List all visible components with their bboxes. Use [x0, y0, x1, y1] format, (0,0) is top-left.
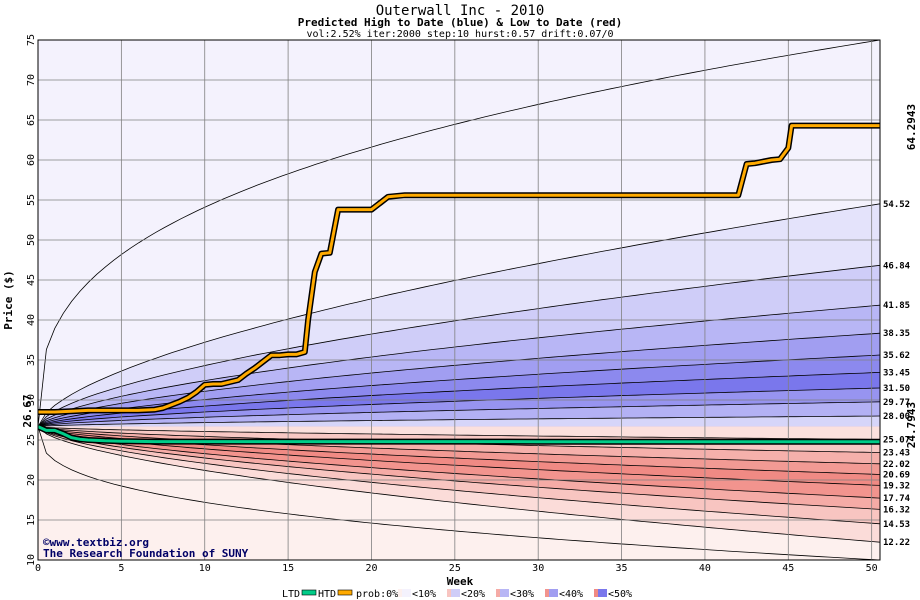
x-tick-label: 35	[616, 563, 628, 574]
legend-htd-label: HTD	[318, 589, 336, 600]
y-tick-label: 30	[26, 394, 37, 406]
percentile-labels: 54.52 46.84 41.85 38.35 35.62 33.45 31.50 29.77…	[883, 200, 911, 548]
x-tick-label: 40	[699, 563, 711, 574]
x-axis-ticks: 0 5 10 15 20 25 30 35 40 45 50	[35, 563, 878, 574]
y-tick-label: 10	[26, 554, 37, 566]
legend-swatch-blue-1	[402, 589, 411, 597]
chart-params: vol:2.52% iter:2000 step:10 hurst:0.57 d…	[306, 29, 613, 40]
x-tick-label: 30	[532, 563, 544, 574]
legend-bucket-label: <10%	[412, 589, 436, 600]
band-p10	[38, 416, 880, 427]
y-tick-label: 50	[26, 234, 37, 246]
probability-bands	[38, 40, 880, 560]
legend-prob-label: prob:0%	[356, 589, 398, 600]
band-boundary-p5	[38, 332, 880, 427]
y-axis-ticks: 10 15 20 25 30 35 40 45 50 55 60 65 70 75	[26, 34, 37, 566]
chart-legend: LTD HTD prob:0% <10% <20% <30% <40% <50%	[282, 589, 632, 600]
band-boundary-p4	[38, 304, 880, 427]
band-boundary-q3	[38, 426, 880, 525]
legend-swatch-blue-2	[451, 589, 460, 597]
legend-ltd-label: LTD	[282, 589, 300, 600]
y-tick-label: 65	[26, 114, 37, 126]
band-boundary-p9	[38, 401, 880, 427]
percentile-label: 23.43	[883, 449, 910, 459]
x-tick-label: 45	[782, 563, 794, 574]
x-tick-label: 10	[199, 563, 211, 574]
legend-swatch-blue-3	[500, 589, 509, 597]
x-axis-label: Week	[447, 575, 474, 588]
series-line-htd	[38, 124, 880, 414]
series-lines	[38, 122, 880, 445]
band-boundary-p7	[38, 372, 880, 427]
y-tick-label: 75	[26, 34, 37, 46]
legend-bucket-label: <50%	[608, 589, 632, 600]
y-tick-label: 15	[26, 514, 37, 526]
percentile-label: 16.32	[883, 505, 910, 515]
percentile-label: 33.45	[883, 368, 910, 378]
percentile-label: 29.77	[883, 398, 910, 408]
percentile-label: 41.85	[883, 301, 910, 311]
legend-bucket-label: <30%	[510, 589, 534, 600]
percentile-label: 46.84	[883, 261, 911, 271]
legend-bucket-label: <40%	[559, 589, 583, 600]
percentile-label: 19.32	[883, 481, 910, 491]
band-boundary-q5	[38, 426, 880, 499]
y-tick-label: 45	[26, 274, 37, 286]
x-tick-label: 25	[449, 563, 461, 574]
percentile-label: 25.07	[883, 435, 910, 445]
percentile-label: 54.52	[883, 200, 910, 210]
y-tick-label: 25	[26, 434, 37, 446]
series-line-ltd	[38, 425, 880, 444]
percentile-label: 35.62	[883, 351, 910, 361]
high-to-date-value-label: 64.2943	[905, 104, 918, 150]
band-boundary-p1	[38, 40, 880, 427]
legend-htd-swatch	[337, 589, 353, 596]
band-q10	[38, 426, 880, 440]
x-tick-label: 50	[866, 563, 878, 574]
x-tick-label: 15	[282, 563, 294, 574]
credit-org: The Research Foundation of SUNY	[43, 547, 249, 560]
percentile-label: 14.53	[883, 520, 910, 530]
legend-buckets: <10% <20% <30% <40% <50%	[398, 589, 632, 600]
chart-subtitle: Predicted High to Date (blue) & Low to D…	[298, 16, 623, 29]
x-tick-label: 20	[365, 563, 377, 574]
credit-website: ©www.textbiz.org	[43, 536, 149, 549]
low-to-date-value-label: 24.7943	[905, 402, 918, 448]
y-tick-label: 35	[26, 354, 37, 366]
y-tick-label: 20	[26, 474, 37, 486]
band-boundary-q1	[38, 426, 880, 560]
legend-ltd-swatch	[301, 589, 317, 596]
band-boundary-p8	[38, 387, 880, 427]
percentile-label: 31.50	[883, 384, 910, 394]
percentile-label: 38.35	[883, 329, 910, 339]
percentile-label: 22.02	[883, 460, 910, 470]
percentile-label: 12.22	[883, 538, 910, 548]
y-tick-label: 55	[26, 194, 37, 206]
y-axis-label: Price ($)	[2, 270, 15, 330]
percentile-label: 28.00	[883, 412, 910, 422]
y-tick-label: 70	[26, 74, 37, 86]
plot-frame	[37, 39, 881, 561]
y-tick-label: 40	[26, 314, 37, 326]
percentile-label: 20.69	[883, 470, 910, 480]
x-tick-label: 5	[118, 563, 124, 574]
legend-swatch-blue-4	[549, 589, 558, 597]
x-tick-label: 0	[35, 563, 41, 574]
y-tick-label: 60	[26, 154, 37, 166]
percentile-label: 17.74	[883, 494, 911, 504]
start-price-label: 26.67	[21, 394, 34, 427]
legend-bucket-label: <20%	[461, 589, 485, 600]
band-boundary-p10	[38, 415, 880, 427]
band-boundary-q2	[38, 426, 880, 543]
band-boundary-q4	[38, 426, 880, 510]
band-boundary-q10	[38, 426, 880, 440]
band-boundary-q6	[38, 426, 880, 486]
chart-title: Outerwall Inc - 2010	[376, 3, 545, 19]
legend-swatch-blue-5	[598, 589, 607, 597]
